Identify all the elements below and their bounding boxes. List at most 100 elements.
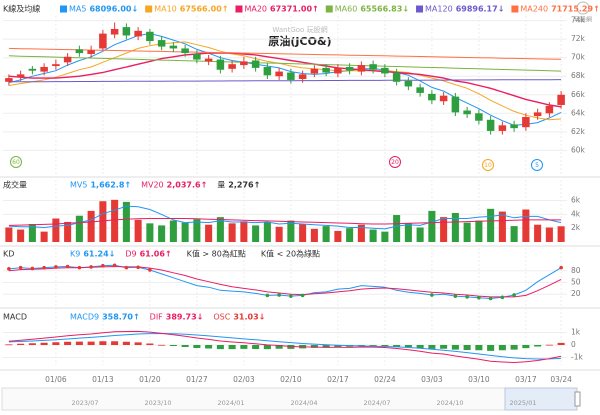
volume-bar	[122, 201, 130, 242]
navigator-handle[interactable]	[574, 391, 581, 407]
kd-dot	[512, 293, 516, 297]
legend-name: MA60	[335, 5, 358, 14]
osc-bar	[134, 342, 142, 345]
osc-bar	[228, 345, 236, 350]
volume-bar	[310, 228, 318, 242]
kd-dot	[42, 265, 46, 270]
volume-bar	[440, 217, 448, 242]
volume-bar	[522, 209, 530, 242]
note: K值 > 80為紅點	[187, 249, 246, 259]
osc-bar	[475, 345, 483, 351]
volume-bar	[369, 229, 377, 242]
candle-body	[334, 67, 342, 74]
kd-dot	[453, 294, 458, 298]
osc-bar	[240, 345, 248, 349]
osc-bar	[99, 341, 107, 345]
legend-name: K9	[70, 250, 80, 259]
candle-body	[87, 50, 95, 54]
candle-body	[369, 64, 377, 70]
volume-bar	[404, 223, 412, 242]
kd-dot	[559, 265, 563, 270]
candle-body	[298, 74, 307, 80]
candle-body	[5, 78, 13, 82]
y-tick-label: 20	[571, 289, 581, 298]
legend-value: 67566.00↑	[180, 5, 229, 14]
panel-label: K線及均線	[3, 4, 40, 14]
kd-dot	[148, 268, 152, 272]
osc-bar	[334, 345, 342, 347]
osc-bar	[40, 342, 48, 345]
candle-body	[275, 71, 283, 77]
volume-bar	[416, 227, 424, 242]
y-tick-label: -1k	[571, 353, 583, 362]
panel-label: MACD	[3, 313, 27, 322]
legend-name: MA240	[520, 5, 548, 14]
volume-bar	[463, 222, 471, 242]
series-line	[8, 264, 562, 300]
note: K值 < 20為綠點	[261, 249, 320, 259]
kd-dot	[54, 265, 58, 269]
volume-bar	[240, 221, 248, 242]
volume-bar	[158, 225, 166, 242]
candle-body	[533, 112, 542, 117]
legend-name: MACD9	[70, 313, 99, 322]
y-tick-label: 62k	[571, 127, 586, 136]
candle-body	[122, 27, 131, 36]
legend-value: 389.73↓	[166, 313, 204, 322]
legend-value: 65566.83↓	[360, 5, 409, 14]
ma-marker-label: 60	[12, 159, 20, 166]
legend-name: MV5	[70, 181, 87, 190]
candle-body	[463, 110, 471, 115]
navigator-label: 2023/10	[144, 399, 171, 407]
legend-name: 量	[217, 181, 225, 190]
candle-body	[381, 67, 389, 74]
volume-bar	[64, 221, 72, 242]
volume-bar	[193, 219, 201, 242]
x-tick-label: 03/03	[421, 375, 443, 384]
osc-bar	[146, 343, 154, 345]
candle-body	[345, 66, 354, 71]
series-line	[8, 330, 562, 364]
volume-bar	[181, 222, 189, 242]
candle-body	[510, 124, 518, 129]
series-line	[8, 218, 562, 226]
ma-marker-label: 10	[484, 162, 492, 169]
osc-bar	[111, 341, 119, 345]
y-tick-label: 0	[571, 340, 576, 349]
volume-bar	[87, 210, 95, 242]
candle-body	[451, 96, 460, 113]
candle-body	[439, 95, 448, 102]
kd-dot	[500, 295, 505, 300]
osc-bar	[310, 345, 318, 348]
candle-body	[392, 72, 401, 82]
osc-bar	[28, 343, 36, 345]
volume-bar	[52, 218, 60, 242]
legend-value: 68096.00↓	[89, 5, 138, 14]
volume-bar	[205, 224, 213, 242]
volume-bar	[28, 224, 36, 242]
logo-icon	[576, 1, 590, 15]
candle-body	[99, 33, 107, 49]
legend-name: DIF	[150, 313, 164, 322]
volume-bar	[557, 226, 565, 242]
y-tick-label: 68k	[571, 71, 586, 80]
volume-bar	[475, 220, 483, 242]
kd-dot	[77, 265, 82, 270]
legend-value: 2,037.6↑	[167, 181, 208, 190]
osc-bar	[169, 345, 177, 346]
volume-bar	[111, 199, 119, 242]
candle-body	[240, 61, 248, 66]
candle-body	[75, 49, 84, 54]
candle-body	[486, 119, 495, 131]
volume-bar	[346, 228, 354, 242]
legend-value: 2,276↑	[228, 181, 260, 190]
y-tick-label: 72k	[571, 34, 586, 43]
series-line	[8, 265, 562, 298]
osc-bar	[498, 345, 506, 351]
volume-bar	[99, 201, 107, 242]
legend-swatch	[145, 5, 153, 13]
volume-bar	[169, 220, 177, 242]
volume-bar	[545, 227, 553, 242]
ma-marker	[389, 156, 401, 168]
series-line	[8, 79, 562, 83]
